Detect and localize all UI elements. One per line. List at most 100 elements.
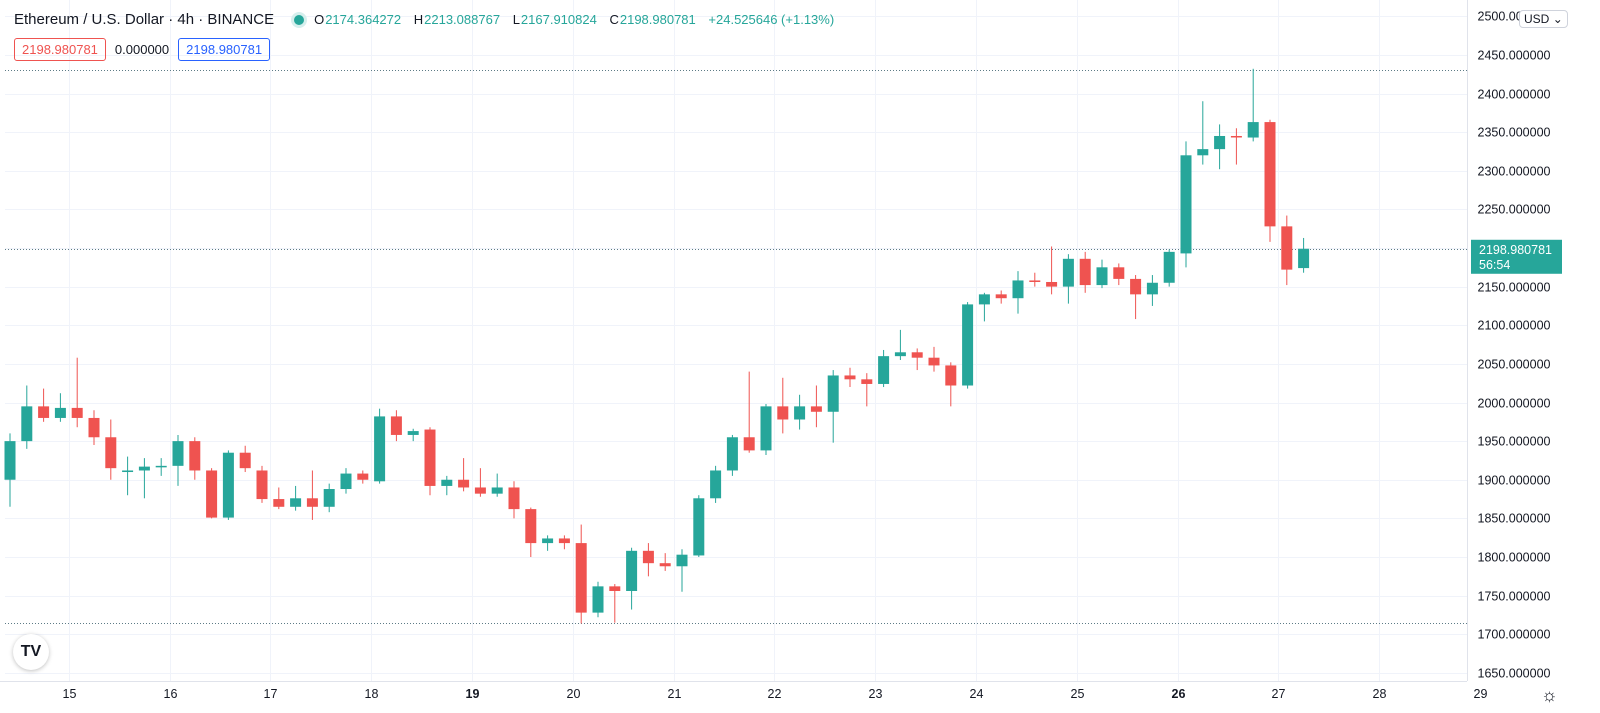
candle[interactable] [911,348,923,371]
candle-body [1146,282,1158,295]
candle[interactable] [1113,263,1125,286]
candle[interactable] [525,507,537,557]
candle[interactable] [1281,215,1293,286]
candle[interactable] [508,481,520,519]
candle[interactable] [122,456,134,496]
candle-body [1247,122,1259,138]
candle[interactable] [626,547,638,610]
tradingview-logo-icon[interactable]: TV [13,634,49,670]
candle[interactable] [222,450,234,520]
price-tick-label: 2250.000000 [1478,203,1551,217]
candle[interactable] [1214,124,1226,170]
candle[interactable] [962,302,974,389]
candle[interactable] [155,458,167,476]
candle[interactable] [894,329,906,361]
candle[interactable] [810,385,822,428]
candle[interactable] [441,475,453,496]
candle[interactable] [1079,251,1091,293]
candle[interactable] [88,410,100,445]
candle[interactable] [424,427,436,496]
candle-body [1079,258,1091,286]
candle-body [642,550,654,564]
candle[interactable] [340,468,352,494]
candle[interactable] [1012,271,1024,314]
candle[interactable] [1029,272,1041,287]
candle[interactable] [54,393,66,422]
bid-value[interactable]: 2198.980781 [14,38,106,61]
candle[interactable] [575,524,587,624]
candle[interactable] [189,437,201,480]
candle-body [290,498,302,507]
candle[interactable] [726,434,738,476]
candle[interactable] [1163,249,1175,287]
candle[interactable] [21,385,33,449]
candle[interactable] [474,468,486,497]
candle[interactable] [105,419,117,480]
candle[interactable] [1180,141,1192,268]
candle[interactable] [357,470,369,484]
candle[interactable] [676,549,688,592]
candle[interactable] [1197,101,1209,165]
candle[interactable] [861,373,873,407]
candle[interactable] [1230,128,1242,165]
candle[interactable] [71,357,83,428]
candle-body [626,550,638,591]
candle[interactable] [844,367,856,388]
candle[interactable] [491,473,503,497]
candle[interactable] [542,535,554,551]
candle[interactable] [256,465,268,503]
candle[interactable] [760,404,772,456]
candle[interactable] [777,377,789,434]
candle[interactable] [945,362,957,407]
candle-body [1012,280,1024,299]
candle[interactable] [743,371,755,453]
candle[interactable] [1298,237,1310,273]
candle[interactable] [38,388,50,422]
candle[interactable] [609,584,621,623]
candle[interactable] [390,410,402,442]
candle-body [441,479,453,486]
price-tick-label: 1700.000000 [1478,628,1551,642]
currency-selector[interactable]: USD ⌄ [1519,10,1568,28]
candle[interactable] [138,458,150,499]
candle[interactable] [592,581,604,618]
candle[interactable] [273,487,285,510]
candle[interactable] [928,346,940,372]
candle[interactable] [827,370,839,443]
candle[interactable] [374,408,386,484]
candle[interactable] [206,468,218,519]
candle[interactable] [995,290,1007,304]
time-tick-label: 15 [63,687,77,701]
candle[interactable] [642,543,654,577]
candle[interactable] [978,292,990,322]
candle[interactable] [794,394,806,430]
candle[interactable] [1062,254,1074,304]
candle[interactable] [710,465,722,503]
candle[interactable] [693,495,705,557]
candle[interactable] [1146,275,1158,306]
candle[interactable] [172,434,184,486]
candle-body [575,543,587,613]
candle[interactable] [323,483,335,513]
time-tick-label: 23 [869,687,883,701]
candle[interactable] [1247,68,1259,142]
candle[interactable] [558,535,570,550]
candle[interactable] [878,349,890,388]
candle-body [844,375,856,380]
candle[interactable] [1264,119,1276,242]
settings-gear-icon[interactable]: ☼ [1541,685,1558,705]
candle[interactable] [239,445,251,473]
candle[interactable] [4,433,16,507]
ask-value[interactable]: 2198.980781 [178,38,271,61]
candle[interactable] [1096,259,1108,289]
candle[interactable] [290,485,302,511]
candle[interactable] [458,458,470,492]
candle[interactable] [306,470,318,520]
candle[interactable] [659,553,671,571]
candle[interactable] [1046,246,1058,295]
candle[interactable] [407,428,419,442]
symbol-title[interactable]: Ethereum / U.S. Dollar · 4h · BINANCE [14,11,275,28]
candle-body [21,406,33,442]
candle[interactable] [1130,275,1142,320]
